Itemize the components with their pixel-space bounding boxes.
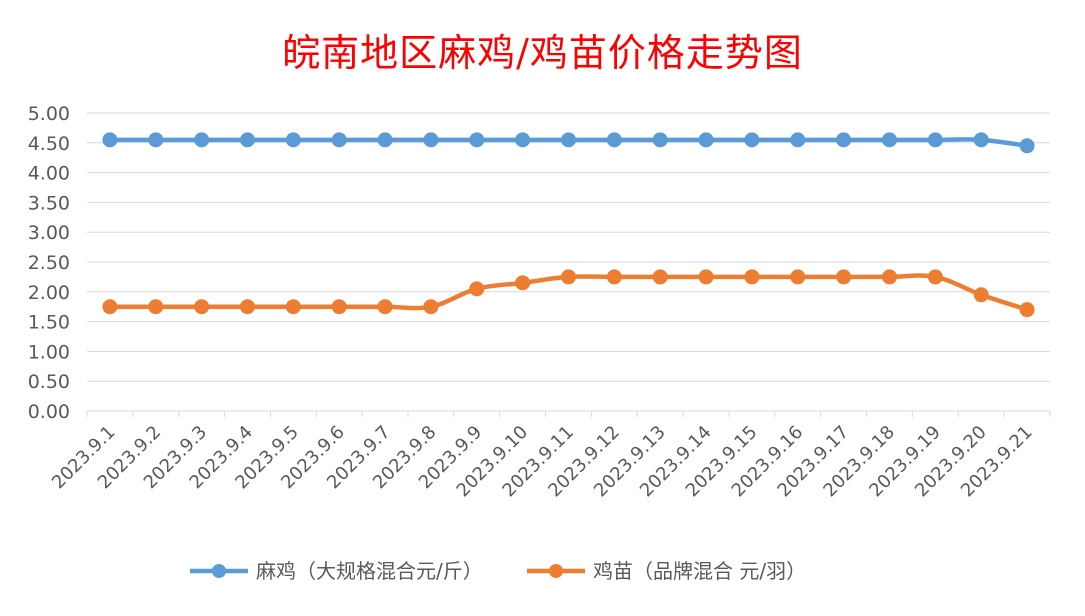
- data-point: [744, 132, 760, 148]
- data-point: [882, 269, 897, 285]
- data-point: [744, 269, 760, 285]
- data-point: [606, 132, 622, 148]
- data-point: [927, 132, 943, 148]
- data-point: [698, 132, 714, 148]
- data-point: [194, 132, 210, 148]
- data-point: [377, 299, 393, 315]
- data-point: [240, 299, 255, 315]
- data-point: [102, 299, 118, 315]
- data-point: [377, 132, 393, 148]
- y-tick-label: 2.50: [28, 252, 70, 274]
- data-point: [1019, 302, 1035, 318]
- data-point: [652, 269, 668, 285]
- data-point: [836, 132, 852, 148]
- data-point: [148, 132, 164, 148]
- data-point: [973, 287, 989, 303]
- data-point: [423, 299, 439, 315]
- y-tick-label: 5.00: [28, 103, 70, 125]
- y-tick-label: 4.50: [28, 133, 70, 155]
- data-point: [698, 269, 714, 285]
- y-tick-label: 1.50: [28, 312, 70, 334]
- data-point: [285, 299, 301, 315]
- data-point: [331, 132, 347, 148]
- y-axis-ticks: 0.00 0.50 1.00 1.50 2.00 2.50 3.00 3.50 4.00 4.50…: [28, 103, 70, 423]
- legend-label: 鸡苗（品牌混合 元/羽）: [593, 559, 806, 583]
- data-point: [515, 275, 531, 291]
- y-tick-label: 2.00: [28, 282, 70, 304]
- data-point: [469, 281, 485, 297]
- y-tick-label: 3.00: [28, 222, 70, 244]
- y-tick-label: 0.50: [28, 371, 70, 393]
- data-point: [561, 269, 576, 285]
- y-tick-label: 0.00: [28, 401, 70, 423]
- grid-layer: [87, 112, 1050, 412]
- data-point: [790, 132, 806, 148]
- data-point: [606, 269, 622, 285]
- data-point: [927, 269, 943, 285]
- data-point: [973, 132, 989, 148]
- series-2: [102, 269, 1035, 318]
- legend-item: 麻鸡（大规格混合元/斤）: [190, 559, 483, 583]
- legend-label: 麻鸡（大规格混合元/斤）: [256, 559, 483, 583]
- data-point: [423, 132, 439, 148]
- legend-swatch-marker: [212, 564, 226, 578]
- data-point: [790, 269, 806, 285]
- legend: 麻鸡（大规格混合元/斤） 鸡苗（品牌混合 元/羽）: [190, 559, 806, 583]
- chart-title: 皖南地区麻鸡/鸡苗价格走势图: [282, 31, 803, 75]
- data-point: [515, 132, 531, 148]
- data-point: [285, 132, 301, 148]
- data-point: [1019, 138, 1035, 154]
- data-point: [882, 132, 897, 148]
- data-point: [469, 132, 485, 148]
- series-1: [102, 132, 1035, 154]
- data-point: [561, 132, 576, 148]
- data-point: [836, 269, 852, 285]
- legend-swatch-marker: [549, 564, 563, 578]
- data-point: [240, 132, 255, 148]
- y-tick-label: 1.00: [28, 341, 70, 363]
- legend-item: 鸡苗（品牌混合 元/羽）: [527, 559, 806, 583]
- y-tick-label: 3.50: [28, 192, 70, 214]
- y-tick-label: 4.00: [28, 163, 70, 185]
- series-layer: [102, 132, 1035, 318]
- data-point: [652, 132, 668, 148]
- data-point: [102, 132, 118, 148]
- x-axis-ticks: 2023.9.12023.9.22023.9.32023.9.42023.9.5…: [48, 411, 1051, 501]
- data-point: [194, 299, 210, 315]
- data-point: [331, 299, 347, 315]
- data-point: [148, 299, 164, 315]
